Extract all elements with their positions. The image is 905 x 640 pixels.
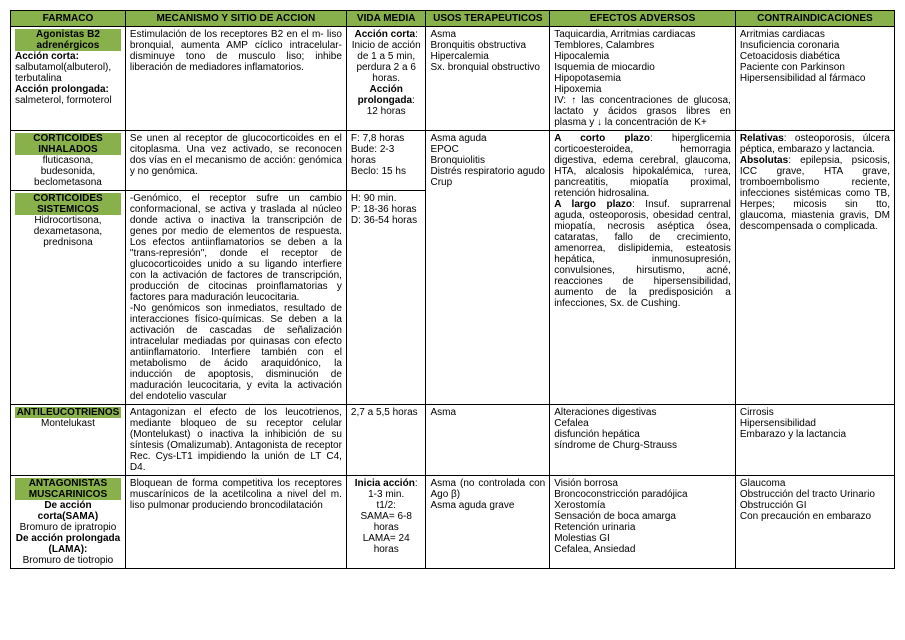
h-mecanismo: MECANISMO Y SITIO DE ACCION <box>125 11 346 27</box>
farmaco-cortinh: CORTICOIDES INHALADOS fluticasona, budes… <box>11 131 126 191</box>
usos-antileu: Asma <box>426 405 550 476</box>
l-prol: Acción prolongada: <box>15 84 109 95</box>
vida-agonistas: Acción corta: Inicio de acción de 1 a 5 … <box>346 27 426 131</box>
usos-cort: Asma aguda EPOC Bronquiolitis Distrés re… <box>426 131 550 405</box>
vida-antileu: 2,7 a 5,5 horas <box>346 405 426 476</box>
t-prol: salmeterol, formoterol <box>15 95 112 106</box>
h-contra: CONTRAINDICACIONES <box>735 11 894 27</box>
h-efectos: EFECTOS ADVERSOS <box>550 11 736 27</box>
con-agonistas: Arritmias cardiacas Insuficiencia corona… <box>735 27 894 131</box>
ef-antileu: Alteraciones digestivas Cefalea disfunci… <box>550 405 736 476</box>
h-farmaco: FARMACO <box>11 11 126 27</box>
mec-muscar: Bloquean de forma competitiva los recept… <box>125 476 346 569</box>
h-usos: USOS TERAPEUTICOS <box>426 11 550 27</box>
con-cort: Relativas: osteoporosis, úlcera péptica,… <box>735 131 894 405</box>
farmaco-agonistas: Agonistas B2 adrenérgicos Acción corta: … <box>11 27 126 131</box>
mec-cortsis: -Genómico, el receptor sufre un cambio c… <box>125 191 346 405</box>
usos-agonistas: Asma Bronquitis obstructiva Hipercalemia… <box>426 27 550 131</box>
usos-muscar: Asma (no controlada con Ago β) Asma agud… <box>426 476 550 569</box>
l-corta: Acción corta: <box>15 51 79 62</box>
con-muscar: Glaucoma Obstrucción del tracto Urinario… <box>735 476 894 569</box>
row-agonistas: Agonistas B2 adrenérgicos Acción corta: … <box>11 27 895 131</box>
row-muscar: ANTAGONISTAS MUSCARINICOS De acción cort… <box>11 476 895 569</box>
row-antileu: ANTILEUCOTRIENOS Montelukast Antagonizan… <box>11 405 895 476</box>
farmaco-muscar: ANTAGONISTAS MUSCARINICOS De acción cort… <box>11 476 126 569</box>
vida-muscar: Inicia acción: 1-3 min. t1/2: SAMA= 6-8 … <box>346 476 426 569</box>
row-corticoides-inh: CORTICOIDES INHALADOS fluticasona, budes… <box>11 131 895 191</box>
farmaco-antileu: ANTILEUCOTRIENOS Montelukast <box>11 405 126 476</box>
head-agonistas: Agonistas B2 adrenérgicos <box>15 29 121 51</box>
mec-cortinh: Se unen al receptor de glucocorticoides … <box>125 131 346 191</box>
mec-agonistas: Estimulación de los receptores B2 en el … <box>125 27 346 131</box>
vida-cortinh: F: 7,8 horas Bude: 2-3 horas Beclo: 15 h… <box>346 131 426 191</box>
ef-agonistas: Taquicardia, Arritmias cardiacas Temblor… <box>550 27 736 131</box>
pharma-table: FARMACO MECANISMO Y SITIO DE ACCION VIDA… <box>10 10 895 569</box>
h-vida: VIDA MEDIA <box>346 11 426 27</box>
ef-muscar: Visión borrosa Broncoconstricción paradó… <box>550 476 736 569</box>
t-corta: salbutamol(albuterol), terbutalina <box>15 62 111 84</box>
ef-cort: A corto plazo: hiperglicemia corticoeste… <box>550 131 736 405</box>
mec-antileu: Antagonizan el efecto de los leucotrieno… <box>125 405 346 476</box>
header-row: FARMACO MECANISMO Y SITIO DE ACCION VIDA… <box>11 11 895 27</box>
vida-cortsis: H: 90 min. P: 18-36 horas D: 36-54 horas <box>346 191 426 405</box>
farmaco-cortsis: CORTICOIDES SISTEMICOS Hidrocortisona, d… <box>11 191 126 405</box>
con-antileu: Cirrosis Hipersensibilidad Embarazo y la… <box>735 405 894 476</box>
